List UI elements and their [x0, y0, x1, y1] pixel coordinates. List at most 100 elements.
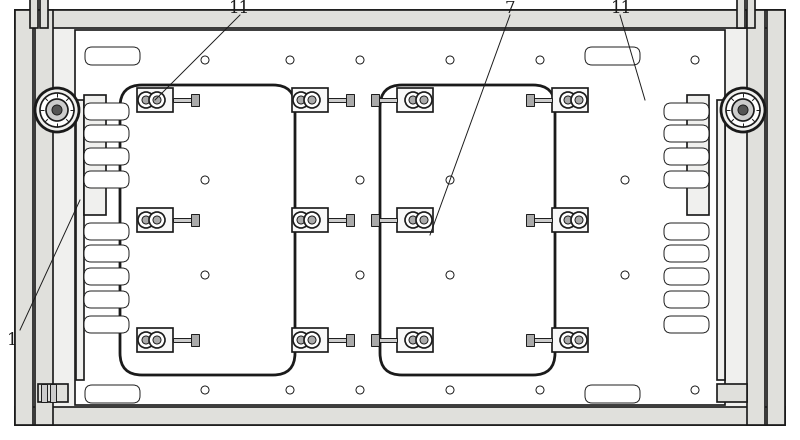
Bar [379, 98, 397, 102]
Circle shape [575, 336, 583, 344]
Circle shape [293, 92, 309, 108]
Circle shape [564, 96, 572, 104]
Circle shape [297, 96, 305, 104]
Circle shape [564, 216, 572, 224]
Bar [346, 214, 354, 226]
Bar [371, 94, 379, 106]
Circle shape [420, 96, 428, 104]
Circle shape [356, 56, 364, 64]
Circle shape [304, 92, 320, 108]
Bar [526, 334, 534, 346]
FancyBboxPatch shape [664, 103, 709, 120]
Circle shape [691, 56, 699, 64]
Bar [397, 88, 433, 112]
Bar [76, 100, 84, 380]
Bar [50, 384, 56, 402]
FancyBboxPatch shape [380, 85, 555, 375]
FancyBboxPatch shape [664, 316, 709, 333]
Bar [371, 214, 379, 226]
FancyBboxPatch shape [84, 103, 129, 120]
Bar [397, 208, 433, 232]
Circle shape [536, 386, 544, 394]
Circle shape [726, 93, 760, 127]
Bar [328, 98, 346, 102]
Bar [173, 338, 191, 342]
Circle shape [201, 56, 209, 64]
Bar [737, 0, 745, 28]
Bar [292, 208, 328, 232]
Circle shape [201, 176, 209, 184]
Circle shape [138, 92, 154, 108]
Text: 11: 11 [230, 0, 250, 17]
Circle shape [35, 88, 79, 132]
Bar [328, 338, 346, 342]
Bar [717, 100, 725, 380]
Circle shape [201, 386, 209, 394]
Bar [526, 94, 534, 106]
Circle shape [153, 216, 161, 224]
Bar [767, 10, 785, 425]
FancyBboxPatch shape [664, 148, 709, 165]
Bar [397, 328, 433, 352]
Circle shape [691, 386, 699, 394]
Circle shape [409, 336, 417, 344]
Circle shape [405, 332, 421, 348]
Circle shape [420, 216, 428, 224]
Bar [526, 214, 534, 226]
Bar [292, 328, 328, 352]
Circle shape [575, 216, 583, 224]
FancyBboxPatch shape [84, 245, 129, 262]
FancyBboxPatch shape [84, 148, 129, 165]
Bar [137, 328, 173, 352]
Circle shape [297, 336, 305, 344]
Circle shape [149, 92, 165, 108]
Circle shape [293, 212, 309, 228]
Circle shape [356, 386, 364, 394]
Bar [40, 0, 48, 28]
FancyBboxPatch shape [585, 385, 640, 403]
Text: 11: 11 [611, 0, 633, 17]
Bar [292, 88, 328, 112]
Circle shape [409, 96, 417, 104]
Circle shape [446, 271, 454, 279]
Bar [38, 384, 68, 402]
Circle shape [732, 99, 754, 121]
Bar [137, 88, 173, 112]
Circle shape [96, 386, 104, 394]
FancyBboxPatch shape [84, 125, 129, 142]
FancyBboxPatch shape [85, 385, 140, 403]
Bar [379, 338, 397, 342]
Circle shape [409, 216, 417, 224]
Circle shape [308, 216, 316, 224]
Circle shape [420, 336, 428, 344]
Circle shape [308, 96, 316, 104]
FancyBboxPatch shape [85, 47, 140, 65]
Circle shape [416, 332, 432, 348]
Bar [35, 10, 53, 425]
Circle shape [621, 56, 629, 64]
Circle shape [356, 176, 364, 184]
FancyBboxPatch shape [664, 245, 709, 262]
Circle shape [564, 336, 572, 344]
Bar [717, 384, 747, 402]
Bar [84, 95, 106, 215]
Bar [75, 30, 725, 405]
Circle shape [304, 212, 320, 228]
Circle shape [293, 332, 309, 348]
Circle shape [416, 212, 432, 228]
FancyBboxPatch shape [664, 223, 709, 240]
Circle shape [621, 271, 629, 279]
Circle shape [142, 216, 150, 224]
Bar [371, 334, 379, 346]
Bar [191, 334, 199, 346]
Circle shape [149, 212, 165, 228]
FancyBboxPatch shape [84, 268, 129, 285]
Bar [747, 10, 765, 425]
FancyBboxPatch shape [664, 268, 709, 285]
Circle shape [96, 56, 104, 64]
Circle shape [153, 336, 161, 344]
Circle shape [571, 332, 587, 348]
FancyBboxPatch shape [664, 125, 709, 142]
Circle shape [405, 92, 421, 108]
Circle shape [560, 212, 576, 228]
